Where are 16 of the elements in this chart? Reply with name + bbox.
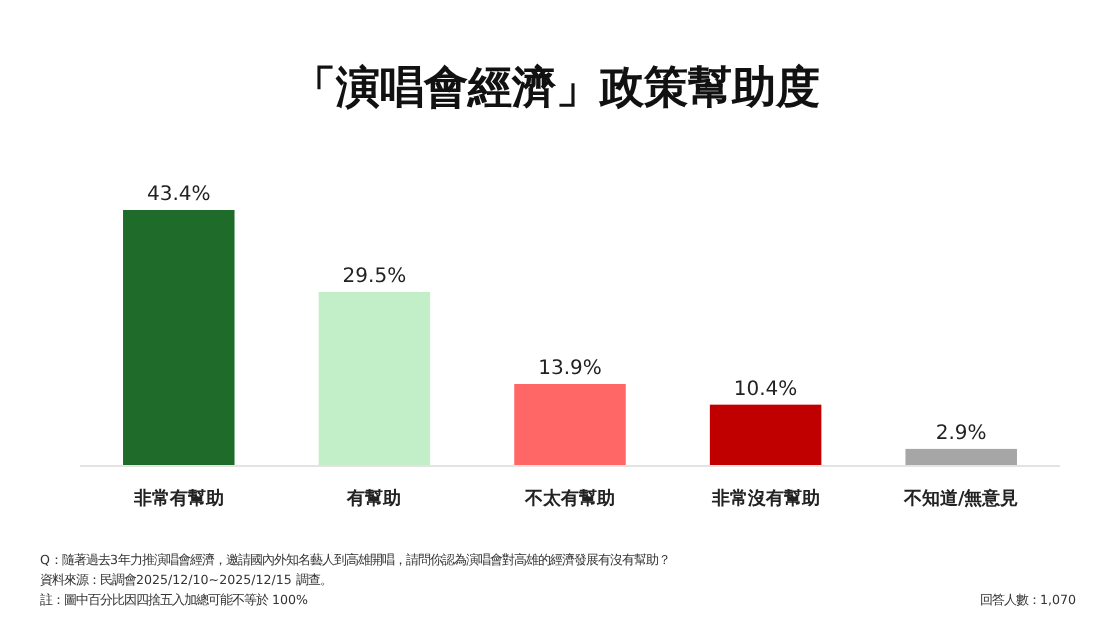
x-tick-label: 不知道/無意見 — [901, 488, 1019, 510]
x-tick-label: 非常沒有幫助 — [709, 488, 820, 510]
data-label: 10.4% — [733, 378, 798, 401]
x-tick-label: 非常有幫助 — [131, 488, 224, 510]
bar — [514, 384, 626, 466]
data-label: 13.9% — [538, 358, 602, 381]
bar — [709, 404, 822, 466]
bar — [905, 448, 1017, 466]
x-tick-label: 不太有幫助 — [523, 488, 615, 510]
data-label: 2.9% — [935, 422, 987, 445]
x-tick-label: 有幫助 — [345, 488, 402, 510]
bar — [318, 291, 431, 466]
data-label: 29.5% — [342, 265, 407, 288]
chart-title: 「演唱會經濟」政策幫助度 — [292, 62, 820, 114]
data-label: 43.4% — [147, 184, 211, 206]
bar — [123, 210, 235, 466]
